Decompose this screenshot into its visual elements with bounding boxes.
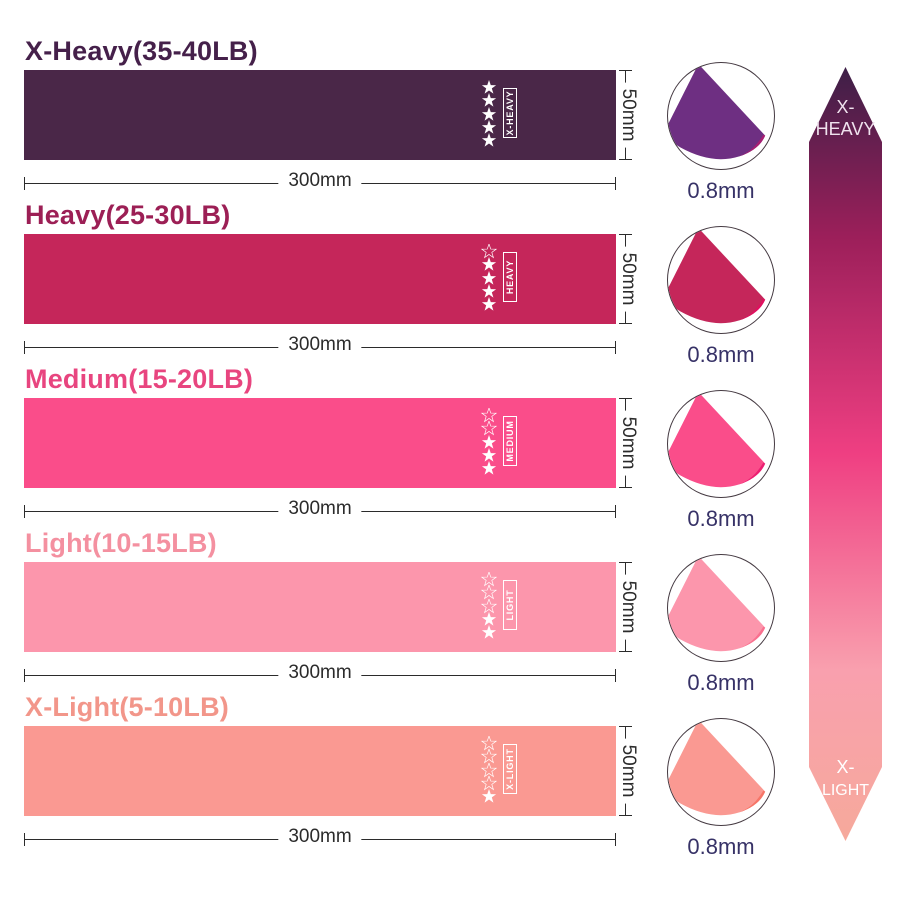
svg-text:X-: X-	[837, 97, 855, 117]
svg-text:HEAVY: HEAVY	[816, 119, 876, 139]
svg-text:X-: X-	[837, 757, 855, 777]
svg-text:LIGHT: LIGHT	[822, 782, 869, 799]
